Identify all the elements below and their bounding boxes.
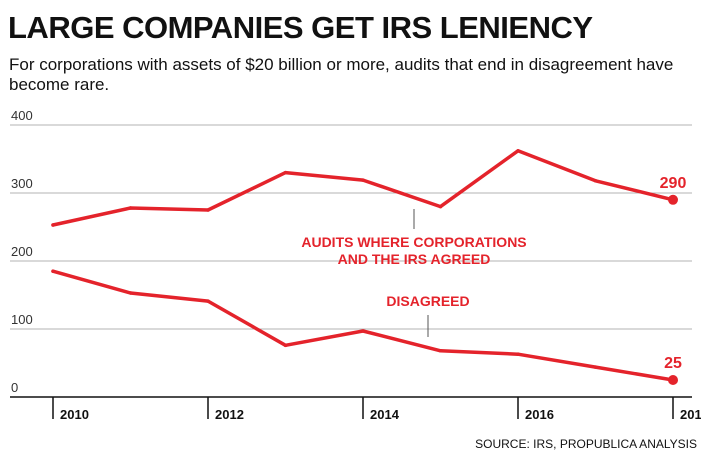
x-tick-label-2014: 2014 [370,407,400,422]
data-point-disagreed-2012 [206,299,210,303]
source-note: SOURCE: IRS, PROPUBLICA ANALYSIS [475,437,697,451]
end-value-label-disagreed: 25 [664,355,682,372]
data-point-disagreed-2018 [668,375,678,385]
y-tick-labels: 0 100 200 300 400 [11,108,33,395]
x-tick-label-2010: 2010 [60,407,89,422]
data-point-agreed-2011 [128,206,133,210]
chart-subtitle: For corporations with assets of $20 bill… [9,55,674,94]
series-lines [51,149,678,385]
x-tick-label-2016: 2016 [525,407,554,422]
data-point-disagreed-2014 [361,329,365,333]
series-line-agreed [51,149,675,227]
x-tick-label-2018: 2018 [680,407,701,422]
gridlines [10,124,692,330]
y-tick-label-400: 400 [11,108,33,123]
data-point-agreed-2015 [438,204,443,209]
data-point-disagreed-2013 [283,343,288,348]
data-point-agreed-2018 [668,194,678,205]
series-line-disagreed [51,269,675,382]
data-point-disagreed-2011 [128,291,133,295]
data-point-agreed-2017 [593,179,598,183]
data-point-agreed-2010 [51,223,55,227]
data-point-agreed-2012 [206,208,210,212]
x-tick-label-2012: 2012 [215,407,244,422]
data-point-disagreed-2016 [516,352,520,356]
y-tick-label-0: 0 [11,380,18,395]
end-value-label-agreed: 290 [660,175,687,192]
series-label-agreed-line-1: AUDITS WHERE CORPORATIONS [301,234,526,250]
y-tick-label-100: 100 [11,312,33,327]
y-tick-label-300: 300 [11,176,33,191]
data-point-agreed-2014 [361,178,365,182]
data-point-disagreed-2017 [593,365,598,369]
data-point-agreed-2013 [283,170,288,175]
data-point-disagreed-2015 [438,349,443,353]
y-tick-label-200: 200 [11,244,33,259]
series-label-disagreed: DISAGREED [386,293,469,309]
series-label-agreed-line-2: AND THE IRS AGREED [338,251,491,267]
chart-title: LARGE COMPANIES GET IRS LENIENCY [8,10,593,45]
x-axis: 2010 2012 2014 2016 2018 [10,396,701,422]
data-point-disagreed-2010 [51,269,55,273]
data-point-agreed-2016 [516,149,520,153]
